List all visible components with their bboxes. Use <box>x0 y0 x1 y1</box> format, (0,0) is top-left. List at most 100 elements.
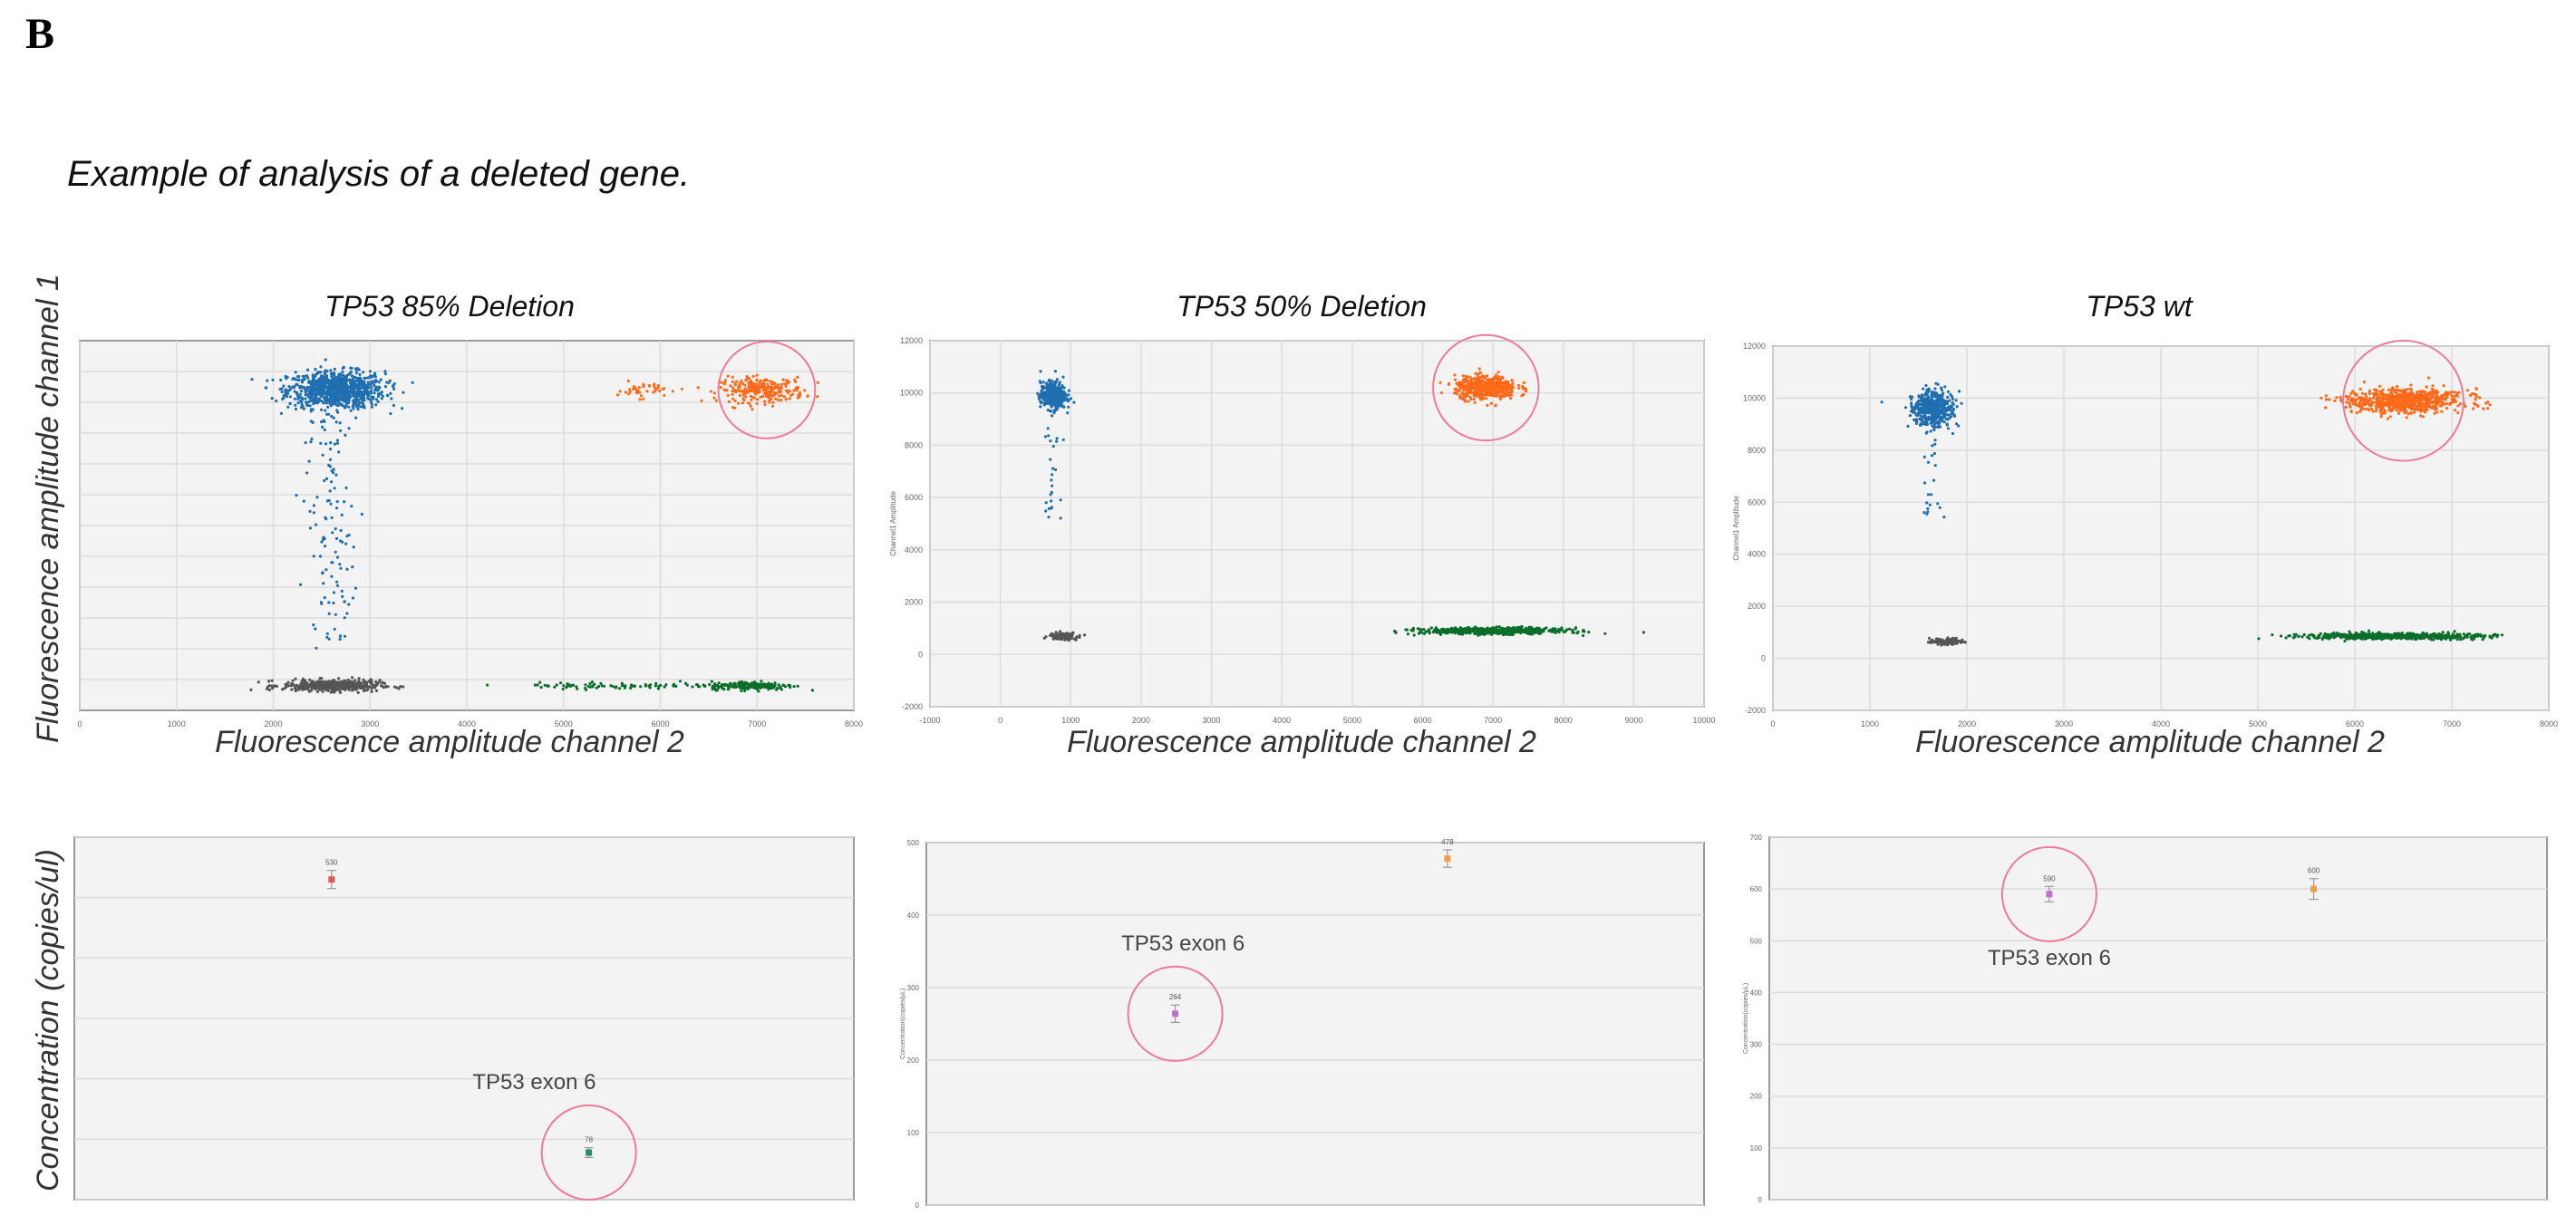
droplet <box>1466 383 1469 387</box>
droplet <box>1061 632 1066 636</box>
droplet <box>1049 400 1052 403</box>
droplet <box>373 379 377 382</box>
droplet <box>656 384 661 388</box>
droplet <box>2456 410 2460 415</box>
droplet <box>338 637 342 641</box>
droplet <box>330 414 334 419</box>
droplet <box>742 398 746 402</box>
droplet <box>2435 389 2438 392</box>
droplet <box>1928 407 1932 411</box>
cluster-blue <box>250 358 414 429</box>
droplet <box>346 379 350 382</box>
droplet <box>2421 395 2425 399</box>
droplet <box>1065 632 1069 635</box>
droplet <box>352 390 355 393</box>
droplet <box>741 686 745 690</box>
droplet <box>1479 375 1483 380</box>
droplet <box>1572 631 1575 634</box>
droplet <box>1045 400 1049 404</box>
droplet <box>785 379 789 382</box>
droplet <box>354 685 358 689</box>
droplet <box>304 679 307 682</box>
droplet <box>1935 420 1939 424</box>
droplet <box>780 399 783 402</box>
droplet <box>780 688 784 691</box>
droplet <box>664 683 668 687</box>
droplet <box>2453 398 2456 401</box>
droplet <box>2406 401 2410 405</box>
droplet <box>1438 632 1442 637</box>
droplet <box>1564 629 1567 632</box>
droplet <box>294 677 297 680</box>
droplet <box>359 378 363 381</box>
droplet <box>341 540 344 544</box>
droplet <box>311 420 315 424</box>
droplet <box>2486 400 2490 404</box>
droplet <box>1926 416 1930 420</box>
droplet <box>2387 409 2391 412</box>
droplet <box>2358 410 2362 413</box>
inner-y-axis-label: Channel1 Amplitude <box>1732 496 1740 561</box>
droplet <box>356 388 360 392</box>
droplet <box>1473 628 1477 632</box>
droplet <box>1914 402 1918 406</box>
droplet <box>1053 388 1057 391</box>
x-axis-label-wt: Fluorescence amplitude channel 2 <box>1915 725 2385 759</box>
y-tick-label: 12000 <box>1743 342 1766 351</box>
droplet <box>749 683 752 688</box>
droplet <box>1945 401 1949 405</box>
droplet <box>2395 409 2398 412</box>
droplet <box>1915 405 1919 410</box>
droplet <box>770 404 775 408</box>
droplet <box>1067 639 1070 642</box>
droplet <box>741 390 745 393</box>
droplet <box>1066 411 1070 415</box>
droplet <box>1509 397 1513 400</box>
droplet <box>695 683 700 687</box>
droplet <box>343 390 347 393</box>
droplet <box>2446 392 2450 396</box>
droplet <box>1447 631 1450 634</box>
droplet <box>266 379 269 382</box>
droplet <box>335 397 339 400</box>
droplet <box>758 386 761 390</box>
droplet <box>609 684 613 688</box>
droplet <box>319 378 323 382</box>
droplet <box>634 388 638 392</box>
droplet <box>1581 633 1585 638</box>
droplet <box>1446 627 1449 631</box>
droplet <box>1508 385 1512 389</box>
droplet <box>346 678 350 682</box>
droplet <box>347 385 351 389</box>
droplet <box>1467 379 1471 382</box>
x-tick-label: 4000 <box>1273 716 1291 725</box>
droplet <box>747 376 751 381</box>
droplet <box>2371 410 2375 413</box>
droplet <box>1506 391 1509 394</box>
droplet <box>1509 389 1513 392</box>
droplet <box>320 420 324 424</box>
droplet <box>388 379 392 382</box>
droplet <box>312 504 315 507</box>
droplet <box>335 680 340 684</box>
droplet <box>1498 391 1502 394</box>
droplet <box>1054 393 1058 397</box>
droplet <box>325 635 329 639</box>
droplet <box>769 389 772 392</box>
droplet <box>337 450 341 454</box>
droplet <box>270 679 274 682</box>
droplet <box>338 563 342 566</box>
droplet <box>2345 400 2348 404</box>
droplet <box>294 378 297 381</box>
droplet <box>322 582 325 585</box>
droplet <box>312 381 315 385</box>
droplet <box>1495 625 1498 629</box>
x-tick-label: 4000 <box>458 719 476 728</box>
droplet <box>796 385 799 389</box>
droplet <box>1568 627 1572 631</box>
droplet <box>335 439 339 442</box>
droplet <box>1506 632 1510 637</box>
droplet <box>611 685 615 689</box>
droplet <box>389 391 392 395</box>
droplet <box>1416 627 1419 631</box>
